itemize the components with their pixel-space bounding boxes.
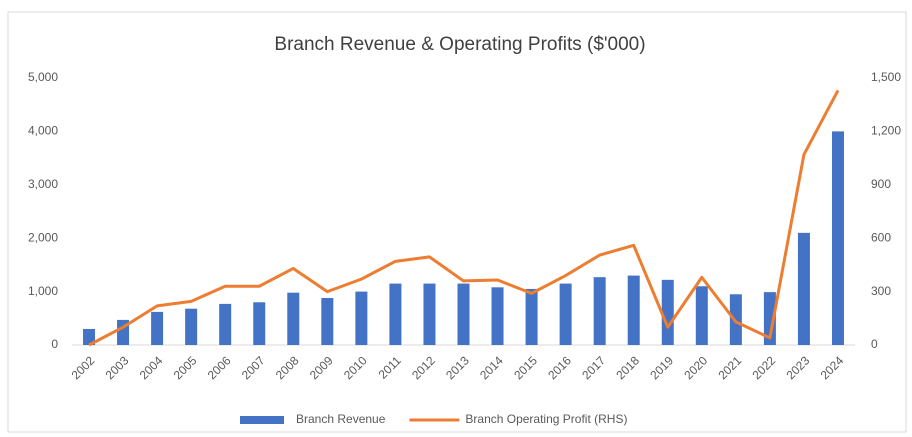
line xyxy=(88,89,840,347)
bar xyxy=(185,308,198,345)
bar xyxy=(559,283,572,345)
bar xyxy=(253,302,266,345)
bar xyxy=(491,287,504,345)
bar xyxy=(287,292,300,345)
bar xyxy=(355,291,368,345)
chart-border xyxy=(7,11,907,433)
y-tick-label: 4,000 xyxy=(28,124,58,138)
bar xyxy=(423,283,436,345)
legend-swatch xyxy=(240,416,284,424)
y-tick-label: 0 xyxy=(51,337,58,351)
bar xyxy=(661,279,674,345)
y2-tick-label: 1,200 xyxy=(871,124,901,138)
y2-tick-label: 0 xyxy=(871,337,878,351)
y2-tick-label: 300 xyxy=(871,284,891,298)
bar xyxy=(525,288,538,345)
y2-tick-label: 600 xyxy=(871,230,891,244)
bar xyxy=(321,298,334,345)
legend-label: Branch Revenue xyxy=(296,412,386,426)
bar xyxy=(151,311,164,345)
bar xyxy=(763,292,776,345)
bar xyxy=(219,303,232,345)
bar xyxy=(797,232,810,345)
bar xyxy=(389,283,402,345)
bar xyxy=(457,283,470,345)
legend-label: Branch Operating Profit (RHS) xyxy=(465,412,627,426)
y-tick-label: 3,000 xyxy=(28,177,58,191)
bar xyxy=(831,131,844,345)
bar xyxy=(593,277,606,345)
y-tick-label: 1,000 xyxy=(28,284,58,298)
y2-tick-label: 1,500 xyxy=(871,70,901,84)
y-tick-label: 5,000 xyxy=(28,70,58,84)
bar xyxy=(695,286,708,345)
y2-tick-label: 900 xyxy=(871,177,891,191)
bar xyxy=(83,328,96,345)
chart-title: Branch Revenue & Operating Profits ($'00… xyxy=(274,34,645,55)
bar xyxy=(627,275,640,345)
y-tick-label: 2,000 xyxy=(28,230,58,244)
